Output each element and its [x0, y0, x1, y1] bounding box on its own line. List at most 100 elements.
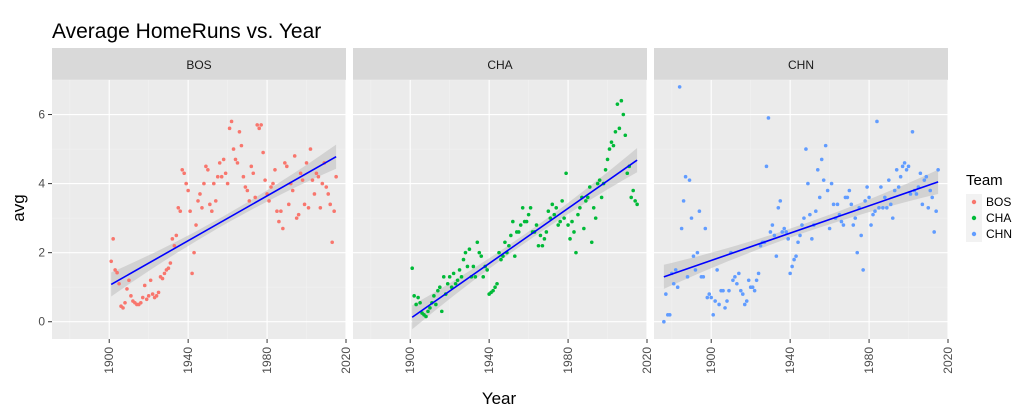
data-point	[697, 209, 702, 214]
data-point	[241, 174, 246, 179]
facet-bos: BOS 1900 1940 1980 2020	[52, 48, 353, 374]
data-point	[619, 98, 624, 103]
data-point	[756, 271, 761, 276]
data-point	[123, 300, 127, 305]
data-point	[591, 205, 596, 210]
data-point	[918, 171, 923, 176]
data-point	[875, 119, 879, 124]
data-point	[613, 130, 618, 134]
data-point	[463, 250, 468, 255]
data-point	[737, 271, 741, 276]
data-point	[802, 216, 806, 220]
data-point	[887, 178, 891, 182]
legend-label-chn: CHN	[986, 227, 1012, 241]
data-point	[330, 240, 334, 245]
data-point	[558, 219, 562, 224]
data-point	[587, 185, 592, 189]
data-point	[428, 306, 432, 310]
data-point	[829, 181, 834, 186]
data-point	[225, 181, 230, 186]
data-point	[603, 167, 608, 172]
data-point	[593, 216, 598, 220]
data-point	[445, 281, 450, 286]
data-point	[733, 275, 737, 279]
data-point	[683, 174, 688, 179]
data-point	[827, 226, 832, 231]
data-point	[424, 314, 428, 319]
data-point	[845, 195, 850, 200]
data-point	[182, 171, 187, 176]
data-point	[597, 178, 602, 182]
data-point	[879, 185, 883, 189]
data-point	[273, 167, 277, 172]
data-point	[804, 147, 808, 151]
data-point	[497, 250, 501, 255]
data-point	[817, 195, 822, 200]
data-point	[790, 264, 794, 269]
data-point	[473, 275, 478, 279]
data-point	[168, 261, 173, 265]
data-point	[869, 223, 873, 227]
x-tick-label: 1900	[403, 347, 417, 374]
data-point	[564, 171, 568, 176]
data-point	[546, 209, 551, 214]
data-point	[129, 294, 133, 298]
data-point	[635, 202, 639, 207]
data-point	[210, 209, 214, 214]
data-point	[542, 237, 547, 241]
data-point	[538, 233, 543, 238]
data-point	[599, 195, 604, 200]
data-point	[723, 306, 727, 310]
data-point	[821, 178, 826, 182]
x-tick-label: 1940	[181, 347, 195, 374]
data-point	[841, 223, 846, 227]
data-point	[713, 299, 717, 303]
data-point	[920, 202, 925, 207]
data-point	[174, 233, 179, 238]
data-point	[196, 199, 200, 203]
data-points	[662, 85, 940, 324]
data-point	[310, 178, 315, 182]
data-point	[318, 205, 323, 210]
data-point	[778, 199, 783, 203]
data-point	[148, 278, 153, 283]
data-point	[426, 309, 430, 314]
data-point	[853, 216, 858, 220]
data-point	[625, 171, 630, 176]
data-point	[605, 157, 610, 162]
data-points	[410, 98, 639, 319]
data-point	[109, 259, 113, 264]
facet-strip-label: CHN	[788, 58, 814, 72]
data-point	[453, 281, 458, 286]
data-point	[113, 268, 117, 272]
data-point	[261, 150, 265, 155]
data-point	[621, 112, 626, 117]
data-point	[691, 254, 696, 258]
data-point	[847, 188, 852, 193]
data-point	[117, 281, 121, 286]
facet-strip-label: BOS	[186, 58, 211, 72]
data-point	[304, 161, 309, 165]
data-point	[701, 275, 706, 279]
data-point	[865, 185, 869, 189]
data-point	[194, 223, 198, 227]
x-tick-label: 2020	[640, 347, 654, 374]
data-point	[316, 174, 321, 179]
data-point	[552, 212, 557, 217]
data-point	[477, 250, 482, 255]
data-point	[451, 271, 456, 276]
y-axis-title: avg	[9, 194, 28, 221]
data-point	[934, 209, 938, 214]
data-point	[892, 188, 897, 193]
x-tick-label: 2020	[339, 347, 353, 374]
data-point	[302, 202, 307, 207]
data-point	[746, 278, 751, 283]
data-point	[677, 85, 682, 89]
data-point	[742, 302, 747, 307]
data-point	[459, 275, 464, 279]
data-point	[768, 230, 773, 234]
data-point	[689, 216, 694, 220]
x-tick-label: 1900	[102, 347, 116, 374]
